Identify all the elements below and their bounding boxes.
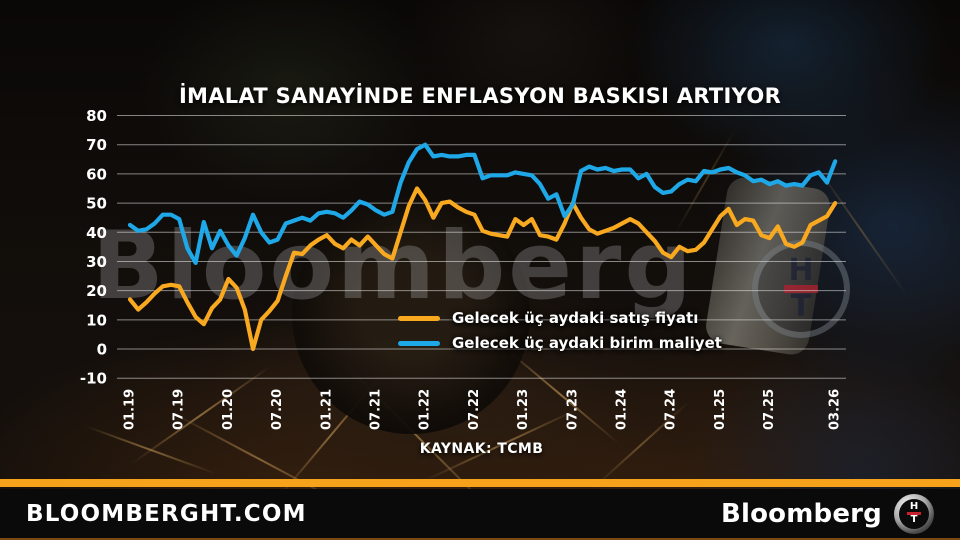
legend-item-selling-price: Gelecek üç aydaki satış fiyatı xyxy=(398,308,722,328)
ht-logo-red-bar xyxy=(907,512,921,515)
bloomberg-logo: Bloomberg H T xyxy=(720,493,934,534)
ht-roundel-inner: H T xyxy=(899,498,929,529)
ht-logo-letter-h: H xyxy=(788,253,814,288)
footer-orange-stripe xyxy=(0,479,960,487)
bloomberg-watermark: Bloomberg xyxy=(92,212,695,321)
orange-line-swatch-icon xyxy=(398,315,440,321)
ht-logo-letter-t: T xyxy=(910,514,918,525)
legend-label: Gelecek üç aydaki birim maliyet xyxy=(452,334,722,352)
blue-line-swatch-icon xyxy=(398,340,440,346)
ht-logo-letter-t: T xyxy=(790,289,812,324)
bloomberg-ht-watermark-icon: H T xyxy=(752,240,850,338)
website-url: BLOOMBERGHT.COM xyxy=(26,500,307,527)
source-note: KAYNAK: TCMB xyxy=(419,441,544,457)
bloomberg-ht-logo-icon: H T xyxy=(894,493,934,534)
chart-legend: Gelecek üç aydaki satış fiyatı Gelecek ü… xyxy=(398,308,722,353)
bloomberg-wordmark: Bloomberg xyxy=(720,498,882,529)
footer-bar: BLOOMBERGHT.COM Bloomberg H T xyxy=(0,489,960,540)
legend-label: Gelecek üç aydaki satış fiyatı xyxy=(452,309,699,327)
legend-item-unit-cost: Gelecek üç aydaki birim maliyet xyxy=(398,333,722,353)
chart-title: İMALAT SANAYİNDE ENFLASYON BASKISI ARTIY… xyxy=(178,84,782,108)
ht-logo-letter-h: H xyxy=(909,501,919,512)
